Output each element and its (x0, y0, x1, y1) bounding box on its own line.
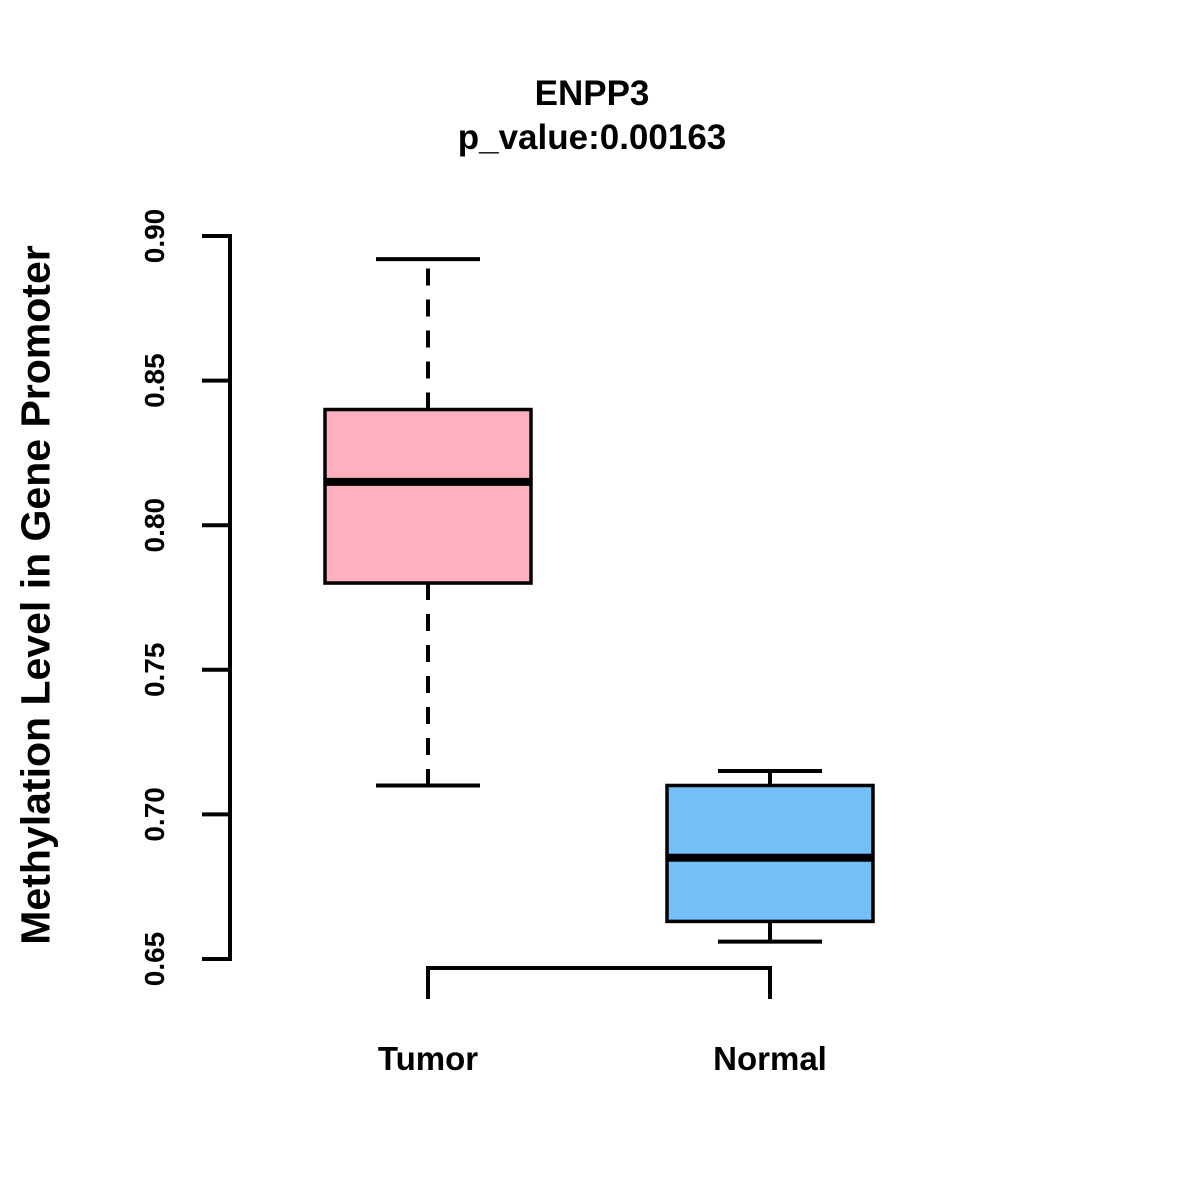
chart-subtitle-pvalue: p_value:0.00163 (457, 118, 727, 157)
group-label-normal: Normal (713, 1040, 827, 1077)
y-tick-label: 0.75 (139, 643, 170, 698)
group-label-tumor: Tumor (378, 1040, 478, 1077)
y-tick-label: 0.90 (139, 209, 170, 264)
box-tumor (323, 407, 533, 585)
y-tick-label: 0.65 (139, 932, 170, 987)
y-tick-label: 0.85 (139, 353, 170, 408)
comparison-bracket (426, 966, 772, 999)
box-normal (665, 783, 875, 924)
y-tick-label: 0.80 (139, 498, 170, 553)
chart-title: ENPP3 (534, 74, 650, 113)
y-tick-label: 0.70 (139, 787, 170, 842)
